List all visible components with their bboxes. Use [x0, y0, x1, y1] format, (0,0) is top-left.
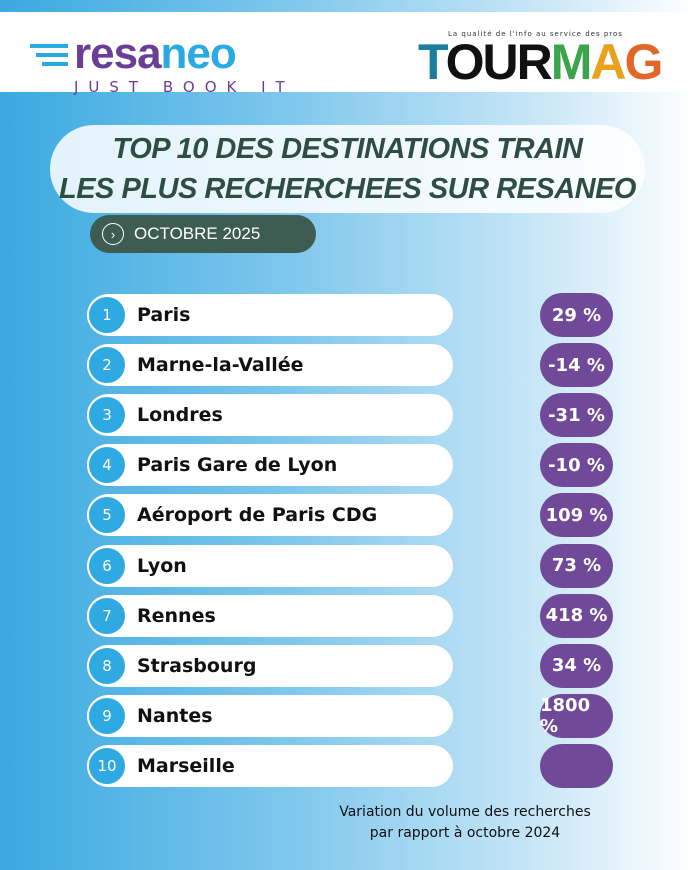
logo-text-neo: neo — [160, 29, 237, 78]
city-name: Rennes — [137, 604, 216, 627]
variation-badge: -10 % — [540, 443, 613, 488]
ranking-row: 7 Rennes — [87, 594, 453, 637]
footnote: Variation du volume des recherches par r… — [300, 802, 630, 844]
ranking-row: 10 Marseille — [87, 744, 453, 787]
chevron-right-icon: › — [102, 223, 124, 245]
variation-badge: 1800 % — [540, 693, 613, 738]
tourmag-wordmark: TOURMAG — [418, 34, 663, 90]
resaneo-tagline: JUST BOOK IT — [74, 78, 295, 96]
city-name: Lyon — [137, 554, 187, 577]
tourmag-tagline: La qualité de l'info au service des pros — [448, 30, 623, 38]
city-name: Marseille — [137, 754, 235, 777]
period-label: OCTOBRE 2025 — [134, 224, 261, 243]
header: resaneo JUST BOOK IT La qualité de l'inf… — [0, 12, 696, 96]
ranking-row: 6 Lyon — [87, 544, 453, 587]
rank-number: 7 — [87, 595, 127, 636]
ranking-row: 1 Paris — [87, 294, 453, 336]
footnote-line-1: Variation du volume des recherches — [339, 804, 591, 820]
variation-badge: 34 % — [540, 643, 613, 688]
variation-badge — [540, 743, 613, 788]
city-name: Paris — [137, 304, 191, 326]
resaneo-logo: resaneo JUST BOOK IT — [30, 32, 295, 96]
ranking-row: 3 Londres — [87, 394, 453, 437]
variation-badge: 29 % — [540, 293, 613, 337]
city-name: Nantes — [137, 704, 213, 727]
city-name: Londres — [137, 404, 223, 427]
rank-number: 9 — [87, 695, 127, 736]
rank-number: 3 — [87, 395, 127, 436]
variation-badge: 109 % — [540, 493, 613, 538]
ranking-row: 8 Strasbourg — [87, 644, 453, 687]
rank-number: 2 — [87, 345, 127, 386]
tourmag-logo: La qualité de l'info au service des pros… — [418, 30, 663, 90]
rank-number: 4 — [87, 445, 127, 486]
rank-number: 8 — [87, 645, 127, 686]
title-line-2: LES PLUS RECHERCHEES SUR RESANEO — [59, 173, 637, 205]
city-name: Strasbourg — [137, 654, 257, 677]
logo-text-resa: resa — [74, 29, 162, 78]
ranking-row: 9 Nantes — [87, 694, 453, 737]
rank-number: 6 — [87, 545, 127, 586]
variation-badge: 73 % — [540, 543, 613, 588]
rank-number: 1 — [87, 295, 127, 335]
city-name: Paris Gare de Lyon — [137, 454, 338, 477]
period-pill: › OCTOBRE 2025 — [90, 215, 316, 253]
rank-number: 5 — [87, 495, 127, 536]
city-name: Marne-la-Vallée — [137, 354, 304, 377]
ranking-row: 5 Aéroport de Paris CDG — [87, 494, 453, 537]
speed-lines-icon — [30, 44, 68, 71]
footnote-line-2: par rapport à octobre 2024 — [369, 825, 561, 841]
city-name: Aéroport de Paris CDG — [137, 504, 378, 527]
title-line-1: TOP 10 DES DESTINATIONS TRAIN — [112, 133, 583, 165]
rank-number: 10 — [87, 745, 127, 786]
ranking-row: 4 Paris Gare de Lyon — [87, 444, 453, 487]
variation-badge: 418 % — [540, 593, 613, 638]
title-banner: TOP 10 DES DESTINATIONS TRAIN LES PLUS R… — [50, 125, 645, 213]
ranking-row: 2 Marne-la-Vallée — [87, 344, 453, 387]
variation-badge: -31 % — [540, 393, 613, 438]
variation-badge: -14 % — [540, 343, 613, 388]
